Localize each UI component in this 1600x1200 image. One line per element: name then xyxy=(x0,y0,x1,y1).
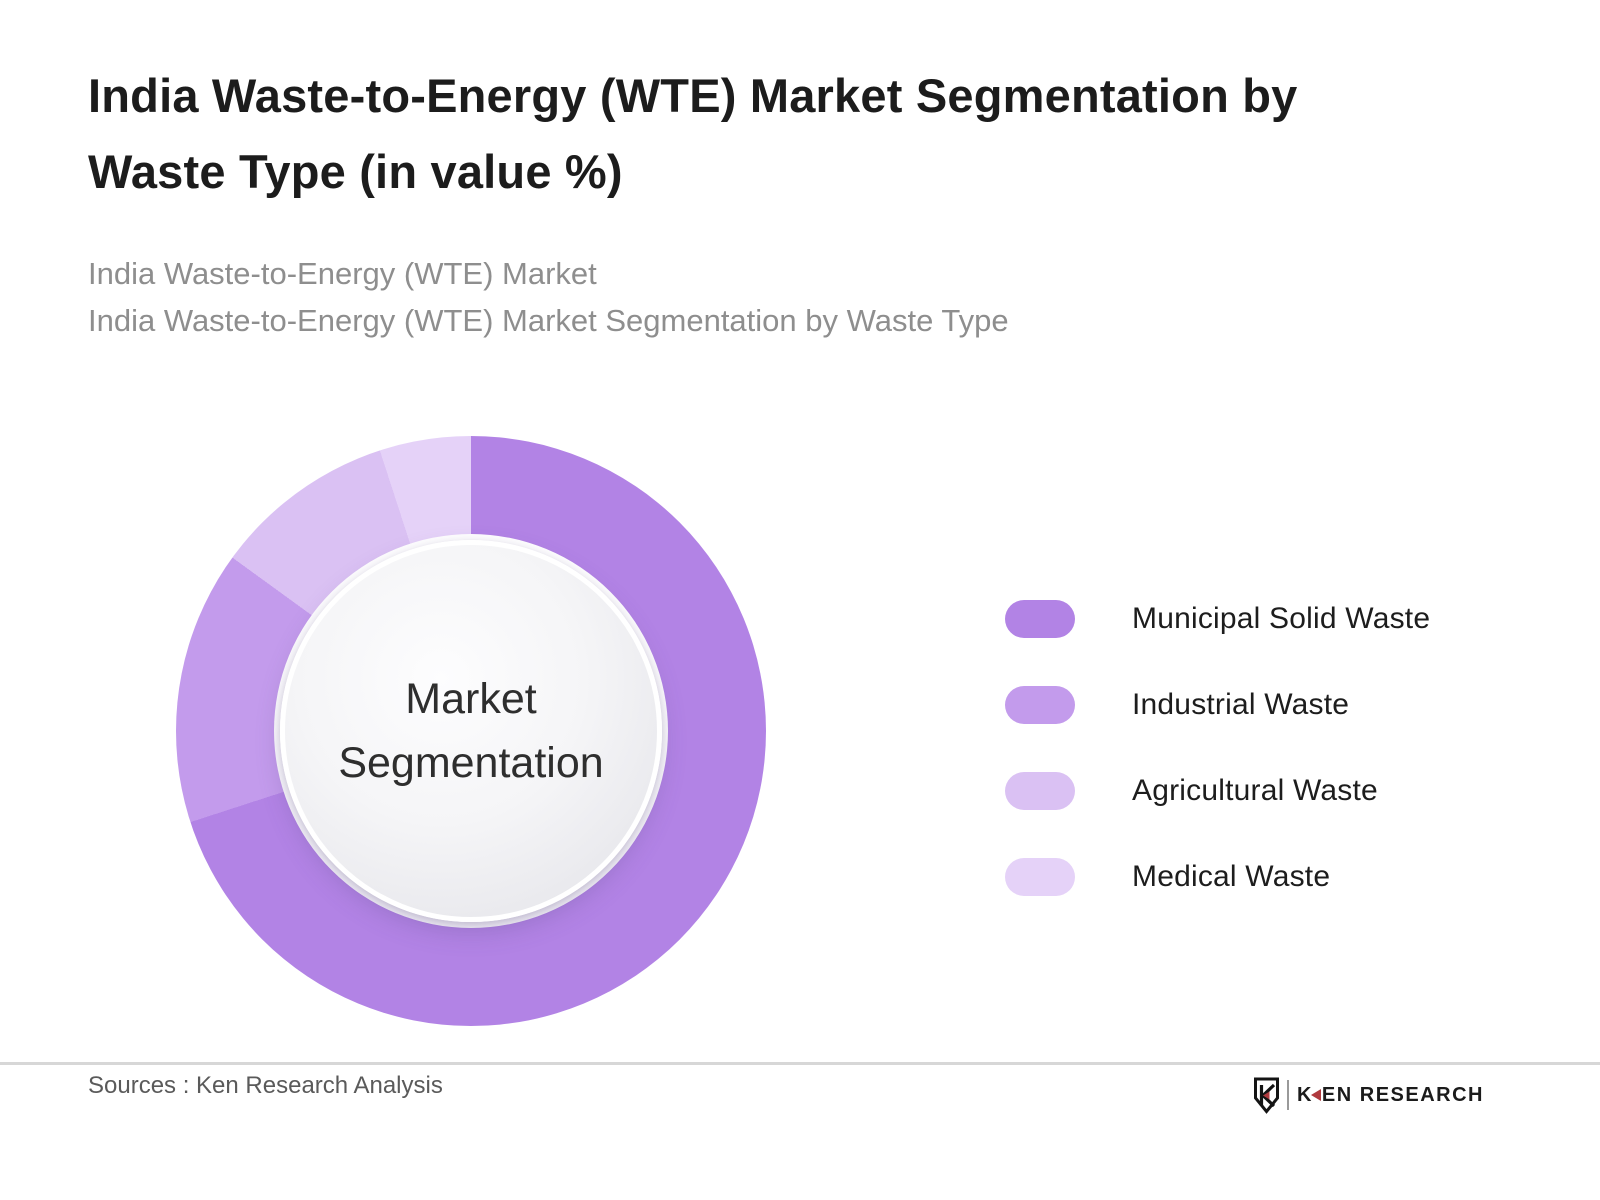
logo-divider xyxy=(1286,1080,1289,1110)
legend-swatch xyxy=(1005,858,1075,896)
legend-label: Agricultural Waste xyxy=(1132,774,1378,807)
donut-chart: Market Segmentation xyxy=(176,436,766,1026)
legend-item: Medical Waste xyxy=(1005,858,1430,896)
subtitle-line1: India Waste-to-Energy (WTE) Market xyxy=(88,256,597,291)
shield-k-icon xyxy=(1253,1077,1279,1114)
legend-label: Municipal Solid Waste xyxy=(1132,602,1431,635)
legend-swatch xyxy=(1005,772,1075,810)
sources-text: Sources : Ken Research Analysis xyxy=(88,1072,443,1099)
page-title: India Waste-to-Energy (WTE) Market Segme… xyxy=(88,58,1508,210)
page-title-line1: India Waste-to-Energy (WTE) Market Segme… xyxy=(88,69,1298,122)
wordmark-rest: EN RESEARCH xyxy=(1321,1083,1484,1106)
donut-center-circle: Market Segmentation xyxy=(280,540,662,922)
legend-label: Industrial Waste xyxy=(1132,688,1350,721)
legend-swatch xyxy=(1005,686,1075,724)
legend-item: Industrial Waste xyxy=(1005,686,1430,724)
legend-item: Municipal Solid Waste xyxy=(1005,600,1430,638)
page-subtitle: India Waste-to-Energy (WTE) Market India… xyxy=(88,250,1508,344)
subtitle-line2: India Waste-to-Energy (WTE) Market Segme… xyxy=(88,303,1009,338)
page-title-line2: Waste Type (in value %) xyxy=(88,145,623,198)
chart-legend: Municipal Solid Waste Industrial Waste A… xyxy=(1005,600,1430,896)
footer-divider xyxy=(0,1062,1600,1065)
wordmark-k: K xyxy=(1296,1083,1313,1106)
ken-research-logo: K EN RESEARCH xyxy=(1253,1074,1484,1116)
red-triangle-icon xyxy=(1310,1089,1321,1101)
logo-wordmark: K EN RESEARCH xyxy=(1297,1084,1484,1107)
legend-label: Medical Waste xyxy=(1132,860,1331,893)
legend-swatch xyxy=(1005,600,1075,638)
donut-center-label: Market Segmentation xyxy=(338,674,604,788)
legend-item: Agricultural Waste xyxy=(1005,772,1430,810)
